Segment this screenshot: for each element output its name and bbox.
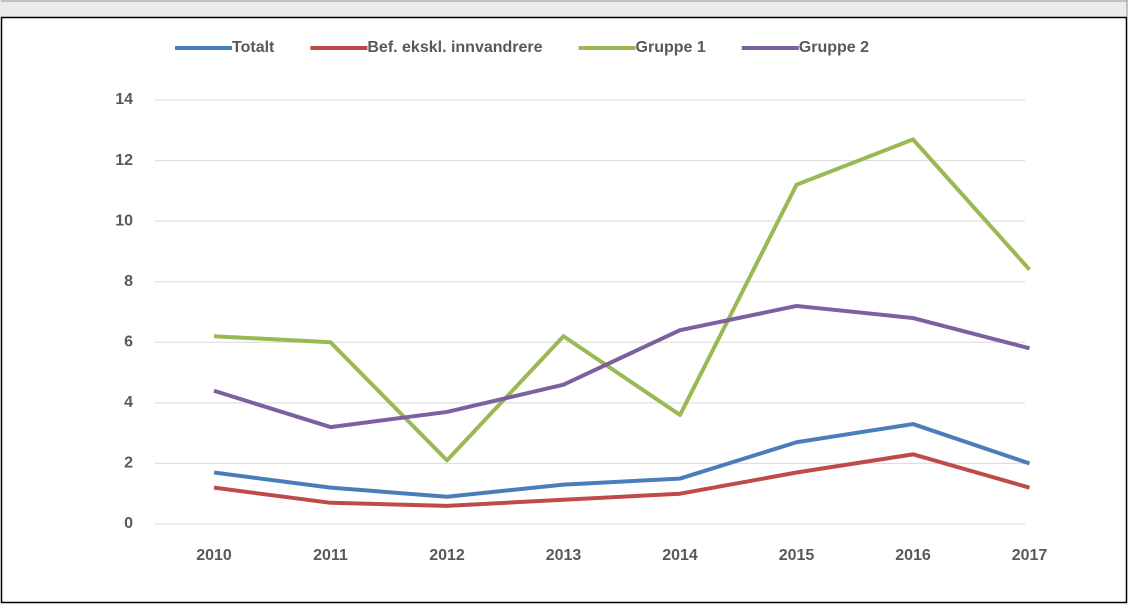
y-tick-label: 4 [124, 394, 133, 411]
y-tick-label: 2 [124, 455, 133, 472]
x-tick-label: 2012 [429, 547, 465, 564]
y-tick-label: 12 [115, 152, 133, 169]
legend-label: Totalt [232, 39, 275, 56]
series-line [213, 137, 1031, 463]
y-tick-label: 8 [124, 273, 133, 290]
chart-border [0, 16, 1128, 604]
series-line [213, 452, 1031, 508]
x-tick-label: 2014 [662, 547, 698, 564]
y-tick-label: 0 [124, 515, 133, 532]
x-tick-label: 2017 [1012, 547, 1048, 564]
series-line [213, 422, 1031, 499]
legend-label: Bef. ekskl. innvandrere [367, 39, 542, 56]
y-tick-label: 14 [115, 91, 133, 108]
x-tick-label: 2013 [546, 547, 582, 564]
header-bar [0, 0, 1128, 17]
y-tick-label: 6 [124, 334, 133, 351]
x-tick-label: 2011 [313, 547, 348, 564]
legend-label: Gruppe 1 [636, 39, 706, 56]
legend-label: Gruppe 2 [799, 39, 869, 56]
y-tick-label: 10 [115, 212, 133, 229]
x-tick-label: 2016 [895, 547, 931, 564]
series-line [213, 303, 1031, 430]
x-tick-label: 2010 [196, 547, 232, 564]
x-tick-label: 2015 [779, 547, 815, 564]
